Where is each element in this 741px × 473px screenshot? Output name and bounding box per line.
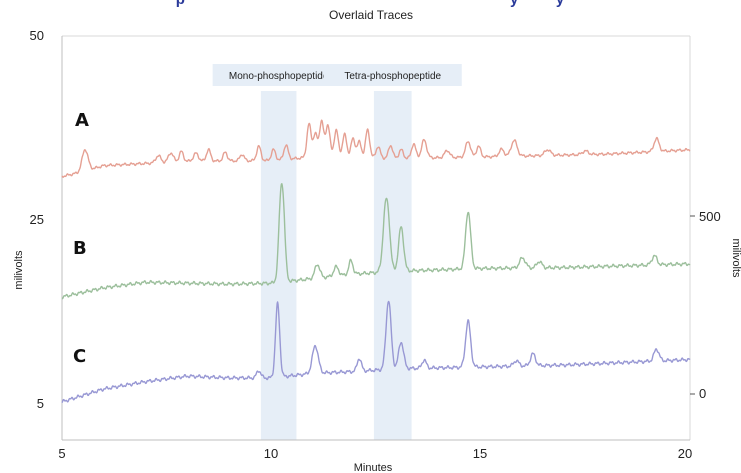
trace-label-a: A: [75, 110, 89, 131]
y-left-tick-label: 5: [37, 396, 44, 411]
region-label: Tetra-phosphopeptide: [344, 71, 441, 82]
x-tick-label: 20: [678, 446, 692, 461]
y-axis-title-right: milivolts: [730, 238, 741, 278]
x-tick-label: 10: [264, 446, 278, 461]
x-axis-title: Minutes: [354, 462, 393, 473]
traces: [61, 119, 691, 404]
highlight-regions: Mono-phosphopeptide Tetra-phosphopeptide: [212, 64, 462, 440]
region-label-box: [323, 64, 462, 86]
trace-line-b: [61, 183, 691, 300]
x-tick-label: 15: [473, 446, 487, 461]
y-left-tick-label: 50: [30, 28, 44, 43]
region-label: Mono-phosphopeptide: [229, 71, 329, 82]
y-left-tick-label: 25: [30, 212, 44, 227]
y-right-tick-label: 0: [699, 386, 706, 401]
trace-line-c: [61, 300, 691, 404]
highlight-band: [260, 91, 297, 440]
trace-label-b: B: [73, 238, 87, 259]
x-tick-label: 5: [58, 446, 65, 461]
trace-line-a: [61, 119, 691, 178]
cropped-heading-text: p y y: [176, 0, 565, 8]
region-label-box: [212, 64, 345, 86]
y-axis-title-left: milivolts: [13, 250, 25, 290]
trace-label-c: C: [73, 346, 86, 367]
chart-title: Overlaid Traces: [329, 8, 413, 22]
y-right-tick-label: 500: [699, 209, 721, 224]
